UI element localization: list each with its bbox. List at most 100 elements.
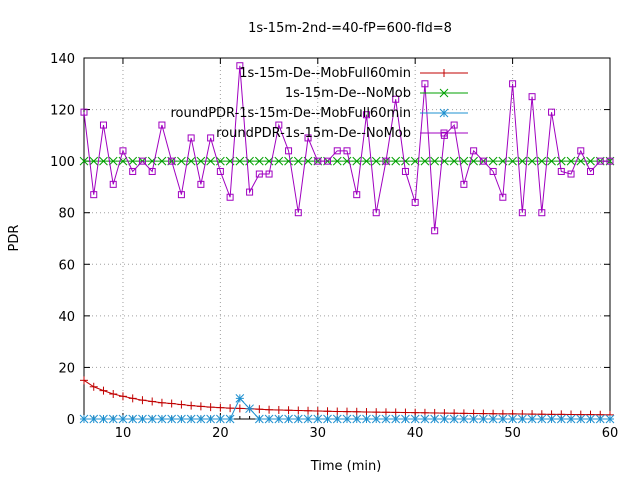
square-point — [479, 157, 487, 165]
plus-point — [138, 396, 147, 405]
plus-point — [343, 407, 351, 416]
star-point — [186, 414, 196, 424]
square-point — [401, 167, 409, 175]
cross-point — [332, 156, 342, 166]
star-point — [459, 414, 469, 424]
cross-point — [128, 156, 138, 166]
series-line — [83, 65, 610, 231]
star-point — [264, 414, 274, 424]
star-point — [566, 414, 576, 424]
square-point — [499, 193, 507, 201]
square-point — [548, 108, 556, 116]
square-point — [596, 157, 604, 165]
square-point — [99, 121, 107, 129]
series-4 — [80, 62, 614, 235]
star-point — [167, 414, 177, 424]
legend-label: 1s-15m-De--NoMob — [285, 86, 411, 101]
square-point — [285, 147, 293, 155]
square-point — [421, 80, 429, 88]
star-point — [313, 414, 323, 424]
square-point — [324, 157, 332, 165]
square-point — [587, 167, 595, 175]
square-point — [372, 209, 380, 217]
star-point — [89, 414, 99, 424]
cross-point — [108, 156, 118, 166]
star-point — [147, 414, 157, 424]
star-point — [245, 404, 254, 414]
star-point — [371, 414, 381, 424]
cross-point — [254, 156, 264, 166]
square-point — [489, 167, 497, 175]
star-point — [177, 414, 186, 424]
star-point — [323, 414, 332, 424]
y-tick-label: 40 — [58, 310, 75, 325]
y-tick-label: 60 — [58, 258, 75, 273]
square-point — [246, 188, 254, 196]
plus-point — [440, 69, 448, 77]
cross-point — [488, 156, 498, 166]
square-point — [226, 193, 234, 201]
cross-point — [401, 156, 410, 166]
square-point — [460, 180, 468, 188]
star-point — [293, 414, 303, 424]
square-point — [148, 167, 156, 175]
legend-entry: roundPDR-1s-15m-De--MobFull60min — [170, 106, 468, 121]
star-point — [206, 414, 215, 424]
star-point — [216, 414, 225, 424]
star-point — [469, 414, 478, 424]
x-tick-label: 30 — [310, 426, 327, 441]
square-point — [392, 95, 400, 103]
square-point — [168, 157, 176, 165]
star-point — [527, 414, 537, 424]
star-point — [440, 414, 449, 424]
plus-point — [323, 407, 332, 416]
plus-point — [118, 392, 127, 401]
cross-point — [527, 156, 537, 166]
cross-point — [157, 156, 167, 166]
square-point — [567, 170, 575, 178]
cross-point — [449, 156, 459, 166]
square-point — [470, 147, 478, 155]
plus-point — [109, 389, 118, 398]
x-tick-label: 50 — [504, 426, 521, 441]
star-point — [118, 414, 128, 424]
star-point — [537, 414, 547, 424]
chart-title: 1s-15m-2nd-=40-fP=600-fId=8 — [248, 21, 452, 36]
square-point — [362, 111, 370, 119]
star-point — [479, 414, 488, 424]
plus-point — [99, 386, 108, 395]
series-3 — [79, 394, 615, 424]
square-point — [216, 167, 224, 175]
cross-point — [547, 156, 556, 166]
square-point — [353, 191, 361, 199]
plus-point — [362, 408, 371, 417]
legend-entry: 1s-15m-De--MobFull60min — [239, 66, 468, 81]
star-point — [225, 414, 235, 424]
plus-point — [352, 407, 361, 416]
star-point — [498, 414, 508, 424]
cross-point — [566, 156, 576, 166]
square-point — [431, 227, 439, 235]
square-point — [557, 167, 565, 175]
star-point — [586, 414, 595, 424]
cross-point — [235, 156, 245, 166]
square-point — [90, 191, 98, 199]
star-point — [439, 108, 449, 118]
star-point — [410, 414, 420, 424]
plus-point — [313, 407, 322, 416]
cross-point — [274, 156, 284, 166]
plus-point — [255, 405, 264, 414]
legend-label: 1s-15m-De--MobFull60min — [239, 66, 411, 81]
legend-label: roundPDR-1s-15m-De--MobFull60min — [170, 106, 411, 121]
star-point — [254, 414, 264, 424]
square-point — [411, 198, 419, 206]
x-tick-label: 40 — [407, 426, 424, 441]
plus-point — [333, 407, 342, 416]
plus-point — [274, 405, 283, 414]
star-point — [235, 394, 245, 403]
series-1 — [80, 376, 614, 419]
cross-point — [293, 156, 303, 166]
cross-point — [177, 156, 186, 166]
cross-point — [586, 156, 595, 166]
